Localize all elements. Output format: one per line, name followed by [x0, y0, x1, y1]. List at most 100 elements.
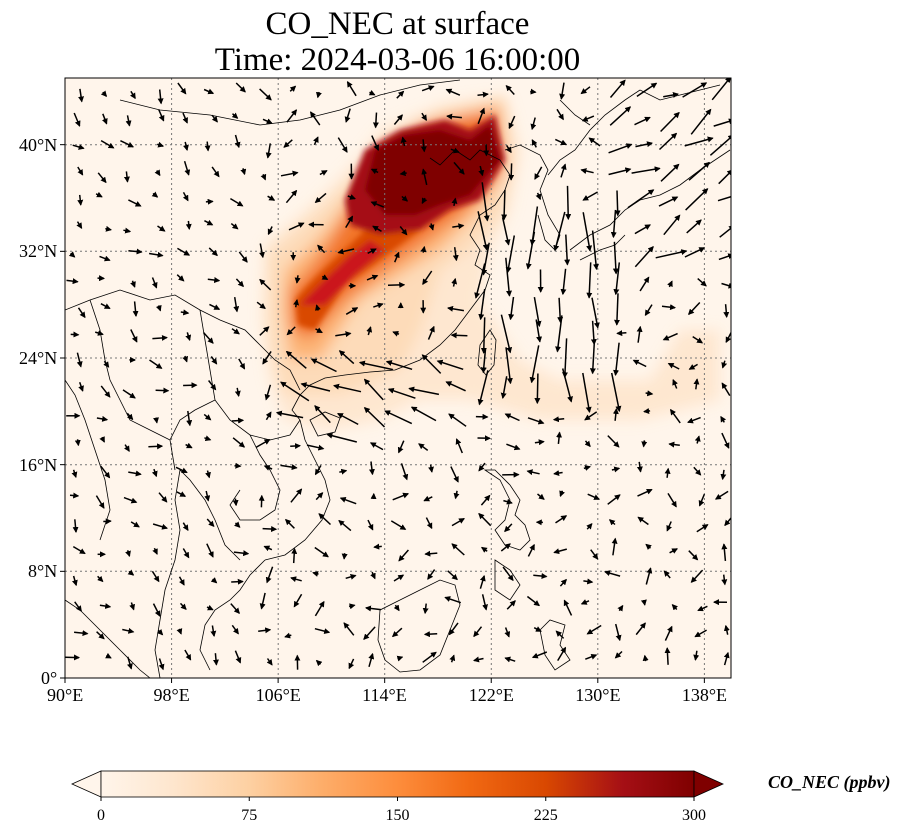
map-title: CO_NEC at surface	[265, 6, 530, 42]
wind-arrow	[714, 490, 729, 500]
wind-arrow	[725, 331, 731, 343]
wind-arrow	[501, 189, 508, 221]
wind-arrow	[99, 603, 112, 609]
wind-arrow	[639, 276, 650, 292]
wind-arrow	[128, 248, 143, 255]
wind-arrow	[667, 362, 680, 370]
wind-arrow	[182, 191, 189, 202]
colorbar-tick-label: 150	[385, 807, 410, 824]
wind-arrow	[553, 548, 567, 555]
wind-arrow	[632, 359, 647, 368]
wind-arrow	[584, 411, 598, 421]
wind-arrow	[102, 113, 108, 125]
wind-arrow	[312, 571, 319, 577]
wind-arrow	[97, 172, 107, 184]
wind-arrow	[408, 386, 440, 396]
wind-arrow	[480, 546, 488, 553]
wind-arrow	[427, 325, 435, 340]
wind-arrow	[533, 573, 548, 579]
wind-arrow	[267, 195, 276, 201]
wind-arrow	[366, 326, 373, 336]
wind-arrow	[204, 141, 211, 152]
wind-arrow	[612, 408, 619, 421]
y-tick-label: 32°N	[19, 241, 58, 262]
wind-arrow	[640, 599, 647, 606]
wind-arrow	[130, 280, 136, 288]
wind-arrow	[614, 190, 621, 217]
wind-arrow	[238, 358, 246, 370]
wind-arrow	[152, 547, 158, 555]
wind-arrow	[634, 246, 654, 268]
wind-arrow	[99, 436, 105, 443]
wind-arrow	[645, 390, 654, 397]
wind-arrow	[314, 405, 331, 424]
wind-arrow	[266, 658, 273, 666]
wind-arrow	[504, 413, 520, 422]
wind-arrow	[76, 221, 83, 229]
wind-arrow	[263, 465, 273, 471]
wind-arrow	[367, 519, 374, 531]
wind-arrow	[158, 492, 168, 503]
wind-arrow	[157, 89, 164, 105]
wind-arrow	[709, 134, 731, 156]
wind-arrow	[505, 257, 513, 297]
wind-arrow	[310, 358, 337, 373]
wind-arrow	[718, 169, 731, 185]
wind-arrow	[693, 378, 700, 390]
wind-arrow	[315, 492, 324, 501]
wind-arrow	[588, 137, 601, 147]
wind-arrow	[127, 569, 135, 576]
wind-arrow	[645, 543, 652, 550]
wind-arrow	[125, 115, 132, 127]
wind-arrow	[130, 329, 138, 343]
wind-arrow	[318, 513, 332, 526]
wind-arrow	[428, 464, 434, 473]
wind-arrow	[698, 493, 706, 507]
wind-arrow	[260, 173, 267, 181]
wind-arrow	[178, 576, 185, 586]
wind-arrow	[205, 198, 214, 205]
wind-arrow	[156, 141, 165, 148]
wind-arrow	[563, 599, 573, 616]
wind-arrow	[315, 91, 322, 99]
wind-arrow	[393, 574, 405, 582]
wind-arrow	[175, 466, 188, 474]
wind-arrow	[333, 383, 362, 393]
wind-arrow	[127, 656, 133, 670]
wind-arrow	[637, 516, 649, 526]
wind-arrow	[235, 278, 244, 288]
wind-arrow	[259, 592, 266, 610]
wind-arrow	[508, 163, 515, 181]
colorbar-tick-label: 225	[533, 807, 558, 824]
wind-arrow	[580, 599, 590, 605]
wind-arrow	[373, 302, 384, 309]
wind-arrow	[208, 380, 217, 391]
wind-arrow	[256, 301, 266, 310]
wind-arrow	[400, 136, 407, 147]
wind-arrow	[392, 330, 400, 337]
wind-arrow	[561, 368, 573, 403]
wind-arrow	[259, 278, 272, 291]
colorbar-tick-label: 300	[682, 807, 706, 824]
wind-arrow	[203, 413, 212, 421]
wind-arrow	[391, 627, 403, 638]
wind-arrow	[293, 299, 300, 308]
wind-arrow	[396, 90, 405, 99]
wind-arrow	[177, 247, 191, 256]
wind-arrow	[610, 372, 622, 413]
wind-arrow	[231, 328, 240, 335]
wind-arrow	[455, 438, 463, 454]
wind-arrow	[662, 332, 678, 341]
wind-arrow	[363, 378, 384, 401]
wind-arrow	[234, 387, 241, 397]
wind-arrow	[315, 659, 323, 667]
wind-arrow	[694, 629, 707, 638]
wind-arrow	[697, 278, 707, 287]
wind-arrow	[291, 547, 298, 564]
wind-arrow	[424, 550, 438, 557]
wind-arrow	[436, 359, 464, 371]
wind-arrow	[711, 78, 731, 101]
wind-arrow	[721, 543, 728, 561]
wind-arrow	[664, 467, 671, 478]
wind-arrow	[667, 493, 677, 508]
